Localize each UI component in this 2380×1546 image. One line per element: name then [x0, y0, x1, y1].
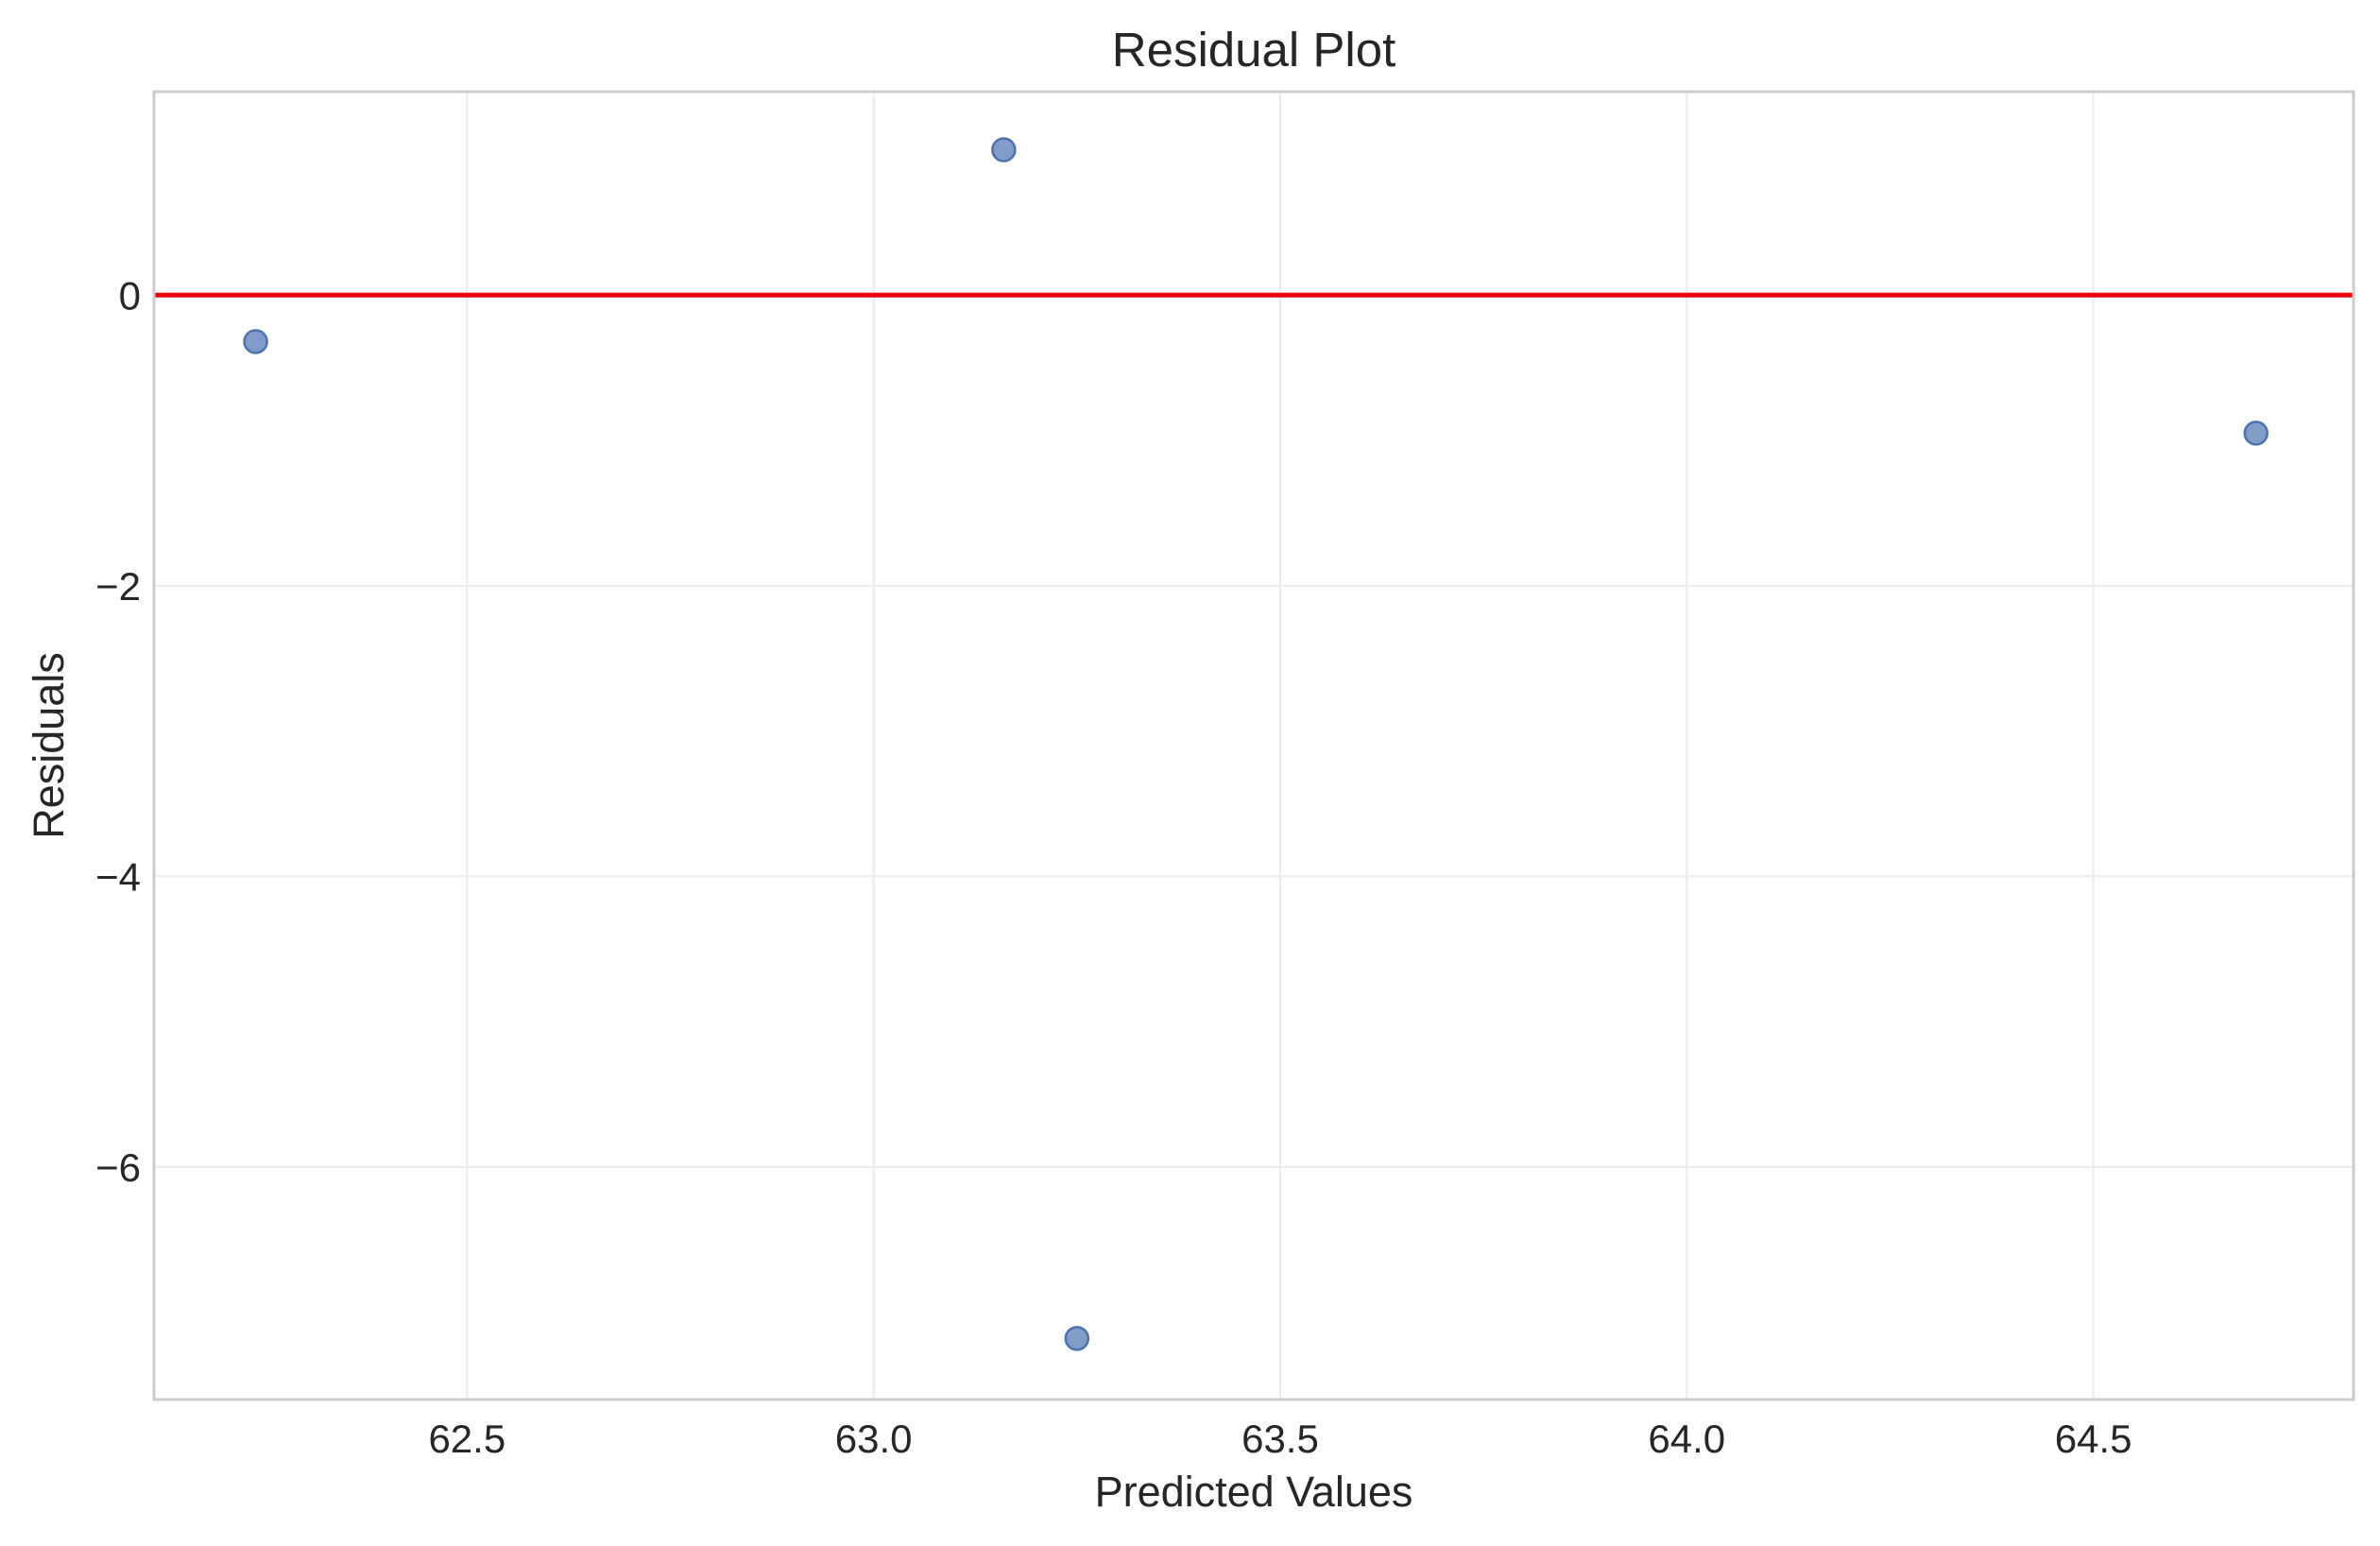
x-tick-label: 63.0	[835, 1417, 913, 1461]
y-tick-label: −2	[95, 564, 141, 609]
y-tick-label: 0	[119, 273, 141, 318]
y-tick-label: −6	[95, 1145, 141, 1190]
data-point	[1064, 1326, 1090, 1351]
y-tick-label: −4	[95, 854, 141, 899]
x-tick-label: 63.5	[1241, 1417, 1319, 1461]
chart-title: Residual Plot	[1112, 23, 1396, 77]
x-tick-label: 64.0	[1648, 1417, 1725, 1461]
x-tick-labels: 62.5 63.0 63.5 64.0 64.5	[428, 1417, 2132, 1461]
y-tick-labels: 0 −2 −4 −6	[95, 273, 141, 1190]
x-tick-label: 62.5	[428, 1417, 505, 1461]
data-point	[243, 329, 268, 354]
data-point	[991, 137, 1017, 163]
data-points	[243, 137, 2269, 1351]
grid-lines	[154, 92, 2354, 1400]
y-axis-label: Residuals	[25, 652, 73, 839]
x-tick-label: 64.5	[2055, 1417, 2132, 1461]
plot-frame	[152, 90, 2355, 1401]
x-axis-label: Predicted Values	[1095, 1468, 1413, 1516]
data-point	[2243, 421, 2269, 446]
